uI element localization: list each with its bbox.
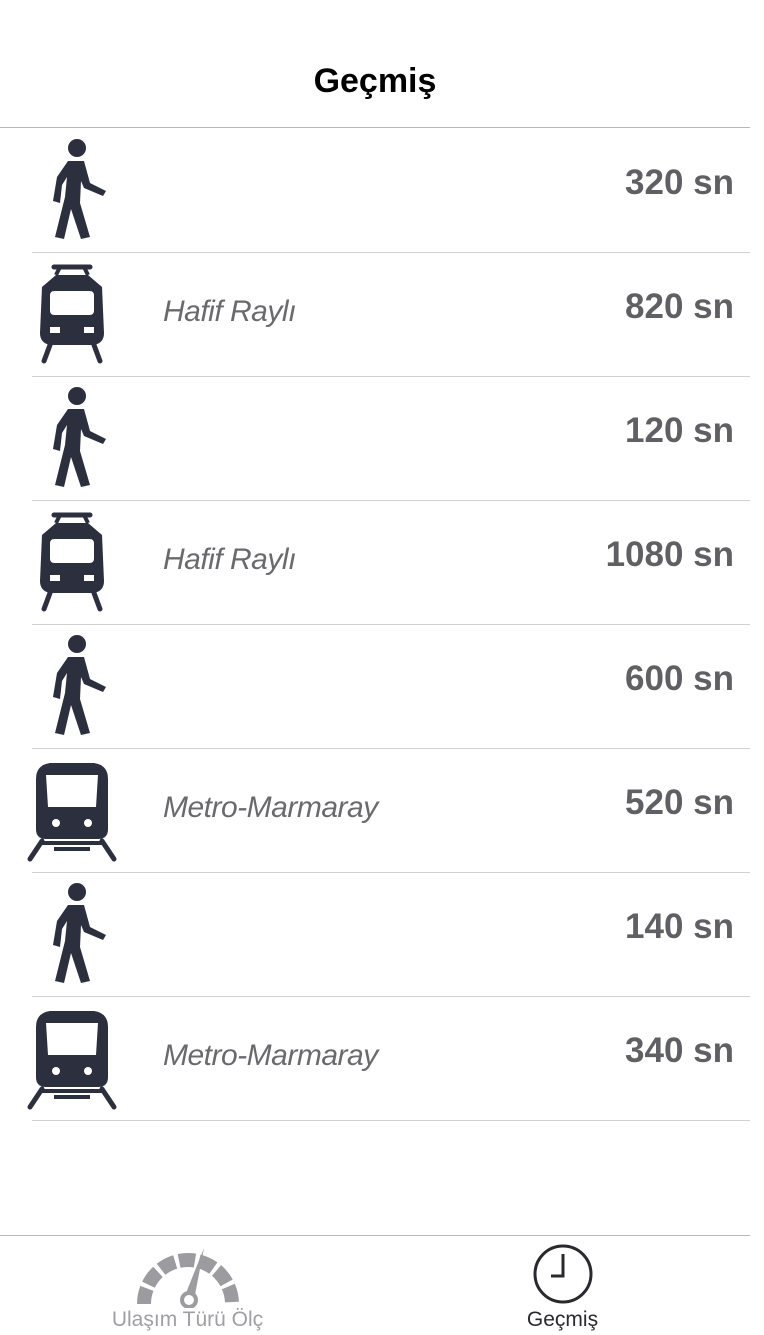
walking-person-icon [20,633,124,739]
duration-value: 340 sn [625,1031,734,1070]
tram-icon [20,509,124,615]
walking-person-icon [20,881,124,987]
tab-bar: Ulaşım Türü Ölç Geçmiş [0,1235,750,1335]
history-row[interactable]: Metro-Marmaray 520 sn [27,749,750,873]
history-list[interactable]: 320 sn Hafif Raylı 820 sn 120 sn Hafif Raylı… [0,129,750,1121]
history-row[interactable]: Hafif Raylı 820 sn [32,253,750,377]
speedometer-icon [136,1242,240,1313]
walking-person-icon [20,137,124,243]
transport-mode-label: Hafif Raylı [163,543,296,576]
navigation-bar: Geçmiş [0,0,750,128]
history-row[interactable]: 140 sn [32,873,750,997]
duration-value: 320 sn [625,163,734,202]
duration-value: 600 sn [625,659,734,698]
metro-train-icon [20,757,124,863]
duration-value: 1080 sn [605,535,734,574]
history-row[interactable]: Hafif Raylı 1080 sn [32,501,750,625]
tram-icon [20,261,124,367]
transport-mode-label: Metro-Marmaray [163,1039,378,1072]
history-row[interactable]: 320 sn [32,129,750,253]
history-row[interactable]: 120 sn [32,377,750,501]
walking-person-icon [20,385,124,491]
tab-history[interactable]: Geçmiş [375,1236,750,1335]
duration-value: 520 sn [625,783,734,822]
duration-value: 820 sn [625,287,734,326]
clock-icon [531,1242,595,1311]
transport-mode-label: Metro-Marmaray [163,791,378,824]
tab-measure-transport-label: Ulaşım Türü Ölç [111,1308,264,1331]
page-title: Geçmiş [313,62,437,100]
duration-value: 140 sn [625,907,734,946]
tab-measure-transport[interactable]: Ulaşım Türü Ölç [0,1236,375,1335]
duration-value: 120 sn [625,411,734,450]
history-row[interactable]: Metro-Marmaray 340 sn [27,997,750,1121]
transport-mode-label: Hafif Raylı [163,295,296,328]
tab-history-label: Geçmiş [526,1308,599,1331]
history-row[interactable]: 600 sn [32,625,750,749]
metro-train-icon [20,1005,124,1111]
